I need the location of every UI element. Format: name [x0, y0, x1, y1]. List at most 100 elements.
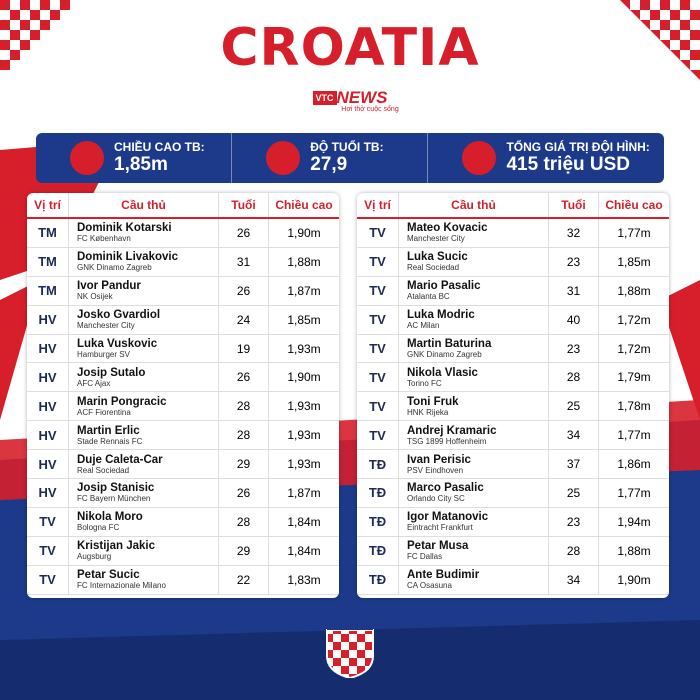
icon — [70, 141, 104, 175]
player-cell: Josip Stanisic FC Bayern München — [69, 479, 219, 507]
player-cell: Martin Erlic Stade Rennais FC — [69, 421, 219, 450]
club: AC Milan — [407, 321, 440, 331]
player-row: HV Marin Pongracic ACF Fiorentina 28 1,93m — [27, 392, 339, 422]
club: TSG 1899 Hoffenheim — [407, 436, 487, 446]
column-header: Cầu thủ — [69, 193, 219, 217]
club: Real Sociedad — [407, 263, 460, 273]
player-row: TM Dominik Kotarski FC København 26 1,90m — [27, 219, 339, 248]
height: 1,87m — [287, 283, 321, 298]
position: HV — [27, 363, 69, 392]
position: TM — [27, 247, 69, 276]
position: HV — [27, 450, 69, 479]
icon — [266, 141, 301, 175]
logo-tagline: Hơi thở cuộc sống — [341, 106, 399, 113]
club: PSV Eindhoven — [407, 465, 464, 475]
club: FC Dallas — [407, 552, 443, 562]
height: 1,72m — [617, 312, 651, 327]
club: Stade Rennais FC — [77, 436, 143, 446]
position: TV — [357, 363, 399, 392]
column-header: Vị trí — [27, 193, 69, 217]
club: GNK Dinamo Zagreb — [407, 350, 482, 359]
player-name: Mario Pasalic — [407, 280, 481, 293]
position: TV — [27, 536, 69, 565]
age: 26 — [219, 479, 269, 507]
player-row: TV Toni Fruk HNK Rijeka 25 1,78m — [357, 392, 669, 422]
column-header: Vị trí — [357, 193, 399, 217]
position: TĐ — [357, 565, 399, 594]
player-row: TĐ Igor Matanovic Eintracht Frankfurt 23 1,9… — [357, 507, 669, 537]
club: Manchester City — [77, 321, 135, 331]
club: Bologna FC — [77, 523, 120, 533]
age: 32 — [549, 219, 599, 247]
logo-name: NEWS — [336, 88, 388, 107]
age: 28 — [219, 392, 269, 421]
height: 1,84m — [287, 543, 321, 558]
player-row: TĐ Ante Budimir CA Osasuna 34 1,90m — [357, 565, 669, 595]
age: 28 — [549, 363, 599, 392]
logo-brand: VTC — [312, 91, 337, 105]
player-cell: Josip Sutalo AFC Ajax — [69, 363, 219, 392]
height: 1,87m — [287, 485, 321, 500]
age: 31 — [219, 247, 269, 276]
player-cell: Luka Sucic Real Sociedad — [399, 247, 549, 276]
stat-value: 415 triệu USD — [506, 154, 631, 175]
height: 1,83m — [287, 572, 321, 587]
player-cell: Martin Baturina GNK Dinamo Zagreb — [399, 334, 549, 363]
age: 28 — [219, 507, 269, 536]
position: TV — [357, 247, 399, 276]
age: 37 — [549, 450, 599, 479]
age: 23 — [549, 247, 599, 276]
age: 26 — [219, 276, 269, 305]
height: 1,77m — [617, 485, 651, 500]
player-name: Mateo Kovacic — [407, 222, 488, 235]
age: 28 — [549, 536, 599, 565]
player-row: HV Josip Stanisic FC Bayern München 26 1,87m — [27, 479, 339, 508]
title: CROATIA — [220, 18, 480, 78]
player-row: HV Luka Vuskovic Hamburger SV 19 1,93m — [27, 334, 339, 364]
icon — [462, 141, 497, 175]
player-cell: Nikola Vlasic Torino FC — [399, 363, 549, 392]
club: Eintracht Frankfurt — [407, 523, 473, 533]
player-name: Igor Matanovic — [407, 511, 489, 524]
height: 1,88m — [617, 283, 651, 298]
player-cell: Mateo Kovacic Manchester City — [399, 219, 549, 247]
player-name: Martin Erlic — [77, 424, 140, 437]
position: TĐ — [357, 450, 399, 479]
player-name: Nikola Moro — [77, 511, 143, 524]
height: 1,93m — [287, 341, 321, 356]
player-name: Dominik Livakovic — [77, 251, 178, 264]
position: HV — [27, 334, 69, 363]
age: 26 — [219, 219, 269, 247]
player-name: Ivan Perisic — [407, 453, 471, 466]
player-name: Ante Budimir — [407, 569, 480, 582]
height: 1,79m — [617, 370, 651, 385]
stat-label: TỔNG GIÁ TRỊ ĐỘI HÌNH: — [506, 140, 650, 154]
age: 26 — [219, 363, 269, 392]
age: 22 — [219, 565, 269, 594]
player-row: TV Nikola Moro Bologna FC 28 1,84m — [27, 507, 339, 537]
position: TV — [357, 392, 399, 421]
position: TM — [27, 219, 69, 247]
club: CA Osasuna — [407, 581, 452, 591]
stat-label: ĐỘ TUỔI TB: — [310, 140, 384, 154]
height: 1,88m — [287, 254, 321, 269]
position: TV — [357, 421, 399, 450]
player-cell: Josko Gvardiol Manchester City — [69, 305, 219, 334]
player-name: Nikola Vlasic — [407, 366, 478, 379]
height: 1,94m — [617, 514, 651, 529]
player-name: Ivor Pandur — [77, 280, 141, 293]
position: TĐ — [357, 536, 399, 565]
club: FC København — [77, 234, 131, 244]
position: TV — [357, 305, 399, 334]
position: TV — [357, 276, 399, 305]
stat-value: 1,85m — [114, 154, 168, 175]
height: 1,72m — [617, 341, 651, 356]
player-row: TĐ Marco Pasalic Orlando City SC 25 1,77m — [357, 479, 669, 508]
height: 1,84m — [287, 514, 321, 529]
height: 1,90m — [287, 225, 321, 240]
height: 1,90m — [617, 572, 651, 587]
player-row: TĐ Ivan Perisic PSV Eindhoven 37 1,86m — [357, 450, 669, 480]
squad-table: Vị trí Cầu thủ Tuổi Chiều cao TM Dominik Kota… — [27, 193, 339, 598]
club: FC Bayern München — [77, 494, 151, 504]
position: TM — [27, 276, 69, 305]
